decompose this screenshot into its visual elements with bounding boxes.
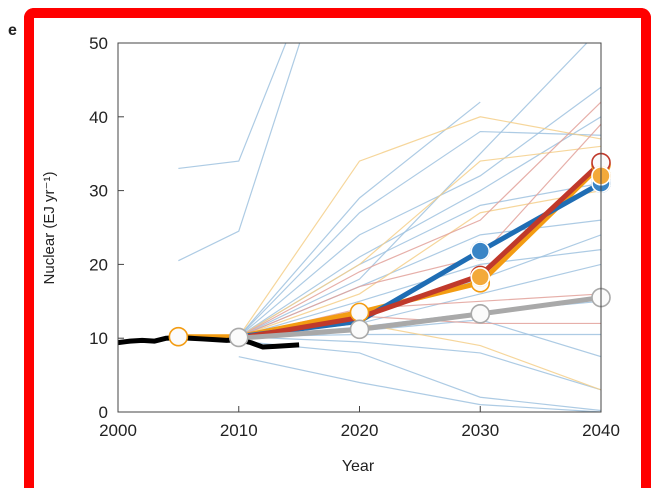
scenario-line-0 — [178, 43, 287, 170]
y-tick-label: 20 — [89, 255, 108, 274]
x-tick-label: 2010 — [220, 421, 258, 440]
highlight-series-3 — [236, 295, 601, 341]
scenario-line-22 — [238, 101, 601, 338]
scenario-line-18 — [238, 116, 601, 338]
x-tick-label: 2020 — [341, 421, 379, 440]
historical-line — [117, 334, 300, 350]
thin-lines-layer — [178, 43, 601, 412]
scenario-line-2 — [238, 101, 481, 338]
highlight-border — [24, 8, 651, 488]
data-point-marker — [168, 326, 189, 347]
scenario-line-11 — [238, 340, 601, 412]
data-point-marker — [349, 302, 370, 323]
x-tick-label: 2000 — [99, 421, 137, 440]
data-point-marker — [228, 327, 249, 348]
y-axis-label: Nuclear (EJ yr⁻¹) — [41, 172, 58, 285]
x-tick-label: 2040 — [582, 421, 620, 440]
data-point-marker — [470, 267, 491, 287]
highlight-series-2 — [236, 160, 601, 341]
highlight-series-0 — [175, 162, 601, 340]
scenario-line-10 — [238, 336, 601, 391]
historical-layer — [117, 334, 300, 350]
y-tick-label: 0 — [99, 403, 108, 422]
scenario-line-12 — [238, 356, 601, 412]
x-tick-label: 2030 — [461, 421, 499, 440]
data-point-marker — [470, 304, 491, 324]
scenario-line-19 — [238, 145, 601, 338]
scenario-line-3 — [238, 130, 601, 338]
data-point-marker — [349, 319, 370, 340]
y-tick-label: 30 — [89, 182, 108, 201]
y-tick-label: 10 — [89, 329, 108, 348]
panel-label: e — [8, 22, 17, 39]
scenario-line-23 — [238, 123, 601, 338]
series-lines-layer — [175, 160, 601, 341]
x-axis-label: Year — [342, 458, 375, 475]
scenario-line-1 — [178, 43, 301, 262]
data-point-marker — [470, 241, 491, 261]
scenario-line-20 — [238, 190, 601, 338]
scenario-line-13 — [238, 43, 588, 338]
scenario-line-4 — [238, 86, 601, 338]
y-tick-label: 40 — [89, 108, 108, 127]
y-tick-label: 50 — [89, 34, 108, 53]
markers-layer — [168, 152, 611, 348]
